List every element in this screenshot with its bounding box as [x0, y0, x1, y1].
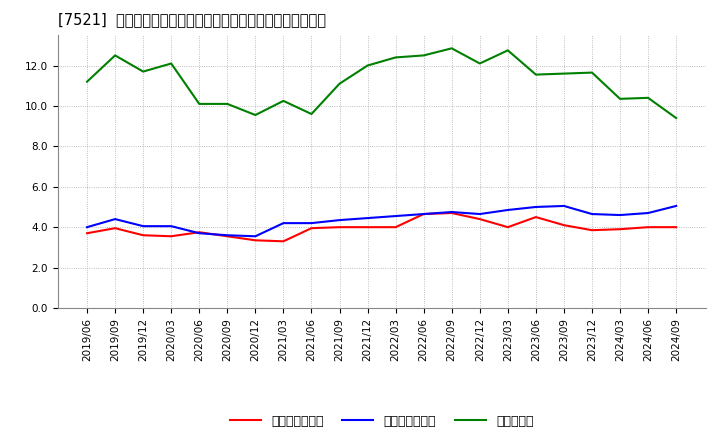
買入債務回転率	[503, 207, 512, 213]
買入債務回転率	[531, 204, 540, 209]
在庫回転率	[167, 61, 176, 66]
在庫回転率	[588, 70, 596, 75]
売上債権回転率	[111, 226, 120, 231]
在庫回転率	[559, 71, 568, 76]
売上債権回転率	[559, 223, 568, 228]
買入債務回転率	[336, 217, 344, 223]
在庫回転率	[503, 48, 512, 53]
買入債務回転率	[559, 203, 568, 209]
在庫回転率	[531, 72, 540, 77]
在庫回転率	[251, 112, 260, 117]
在庫回転率	[419, 53, 428, 58]
売上債権回転率	[195, 230, 204, 235]
買入債務回転率	[307, 220, 316, 226]
Line: 売上債権回転率: 売上債権回転率	[87, 213, 676, 241]
買入債務回転率	[644, 210, 652, 216]
買入債務回転率	[83, 224, 91, 230]
買入債務回転率	[672, 203, 680, 209]
売上債権回転率	[531, 214, 540, 220]
売上債権回転率	[672, 224, 680, 230]
売上債権回転率	[223, 234, 232, 239]
在庫回転率	[644, 95, 652, 100]
在庫回転率	[447, 46, 456, 51]
売上債権回転率	[139, 233, 148, 238]
売上債権回転率	[391, 224, 400, 230]
買入債務回転率	[419, 211, 428, 216]
売上債権回転率	[588, 227, 596, 233]
売上債権回転率	[336, 224, 344, 230]
売上債権回転率	[251, 238, 260, 243]
売上債権回転率	[167, 234, 176, 239]
買入債務回転率	[167, 224, 176, 229]
売上債権回転率	[279, 238, 288, 244]
Legend: 売上債権回転率, 買入債務回転率, 在庫回転率: 売上債権回転率, 買入債務回転率, 在庫回転率	[225, 410, 539, 433]
売上債権回転率	[644, 224, 652, 230]
売上債権回転率	[475, 216, 484, 222]
買入債務回転率	[588, 211, 596, 216]
買入債務回転率	[391, 213, 400, 219]
買入債務回転率	[475, 211, 484, 216]
在庫回転率	[307, 111, 316, 117]
売上債権回転率	[419, 211, 428, 216]
在庫回転率	[364, 63, 372, 68]
買入債務回転率	[616, 213, 624, 218]
売上債権回転率	[447, 210, 456, 216]
買入債務回転率	[279, 220, 288, 226]
在庫回転率	[672, 115, 680, 121]
売上債権回転率	[503, 224, 512, 230]
在庫回転率	[279, 98, 288, 103]
在庫回転率	[111, 53, 120, 58]
在庫回転率	[616, 96, 624, 102]
Line: 買入債務回転率: 買入債務回転率	[87, 206, 676, 236]
売上債権回転率	[307, 226, 316, 231]
売上債権回転率	[83, 231, 91, 236]
買入債務回転率	[447, 209, 456, 215]
買入債務回転率	[223, 233, 232, 238]
Line: 在庫回転率: 在庫回転率	[87, 48, 676, 118]
在庫回転率	[336, 81, 344, 86]
在庫回転率	[139, 69, 148, 74]
Text: [7521]  売上債権回転率、買入債務回転率、在庫回転率の推移: [7521] 売上債権回転率、買入債務回転率、在庫回転率の推移	[58, 12, 325, 27]
売上債権回転率	[616, 227, 624, 232]
買入債務回転率	[195, 231, 204, 236]
売上債権回転率	[364, 224, 372, 230]
買入債務回転率	[364, 216, 372, 221]
買入債務回転率	[251, 234, 260, 239]
在庫回転率	[223, 101, 232, 106]
在庫回転率	[195, 101, 204, 106]
在庫回転率	[391, 55, 400, 60]
買入債務回転率	[139, 224, 148, 229]
在庫回転率	[83, 79, 91, 84]
買入債務回転率	[111, 216, 120, 222]
在庫回転率	[475, 61, 484, 66]
